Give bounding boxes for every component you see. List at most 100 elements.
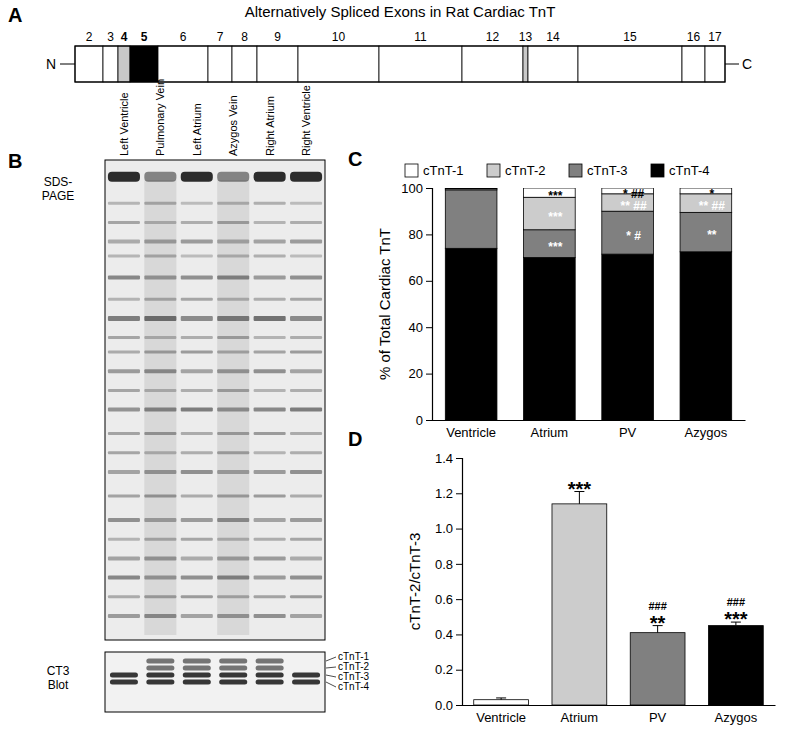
exon-label: 4: [121, 30, 128, 44]
tick-mark: [426, 374, 432, 375]
leader-line: [326, 682, 336, 687]
tick-mark: [456, 493, 462, 494]
exon: [75, 46, 103, 82]
gel-band: [290, 576, 322, 580]
gel-band: [108, 495, 140, 498]
blot-label: CT3: [47, 664, 70, 678]
exon-label: 15: [623, 30, 637, 44]
tick: 1.4: [435, 451, 462, 466]
significance: ***: [548, 240, 562, 254]
gel-band: [108, 595, 140, 598]
gel-band: [217, 298, 249, 301]
tick: 0.6: [435, 592, 462, 607]
lane-label: Left Ventricle: [118, 92, 130, 156]
gel-band: [108, 518, 140, 522]
blot-band: [183, 666, 211, 671]
gel-band: [290, 336, 322, 339]
gel-band: [108, 276, 140, 280]
blot-band: [183, 680, 211, 685]
gel-band: [217, 495, 249, 498]
gel-band: [290, 518, 322, 522]
gel-band: [290, 595, 322, 598]
tick-label: 100: [401, 181, 423, 196]
tick-label: 1.0: [435, 521, 453, 536]
gel-band: [254, 432, 286, 435]
leader-line: [326, 667, 336, 668]
blot-band: [256, 666, 284, 671]
gel-band: [181, 389, 213, 392]
tick: Azygos: [685, 420, 728, 440]
gel-band: [108, 614, 140, 618]
gel-band: [108, 408, 140, 412]
tick-label: 0.0: [435, 698, 453, 713]
gel-band: [254, 240, 286, 244]
tick-mark: [426, 188, 432, 189]
significance: ***: [568, 478, 592, 500]
axis-line: [433, 420, 746, 421]
gel-band: [144, 470, 176, 474]
gel-band: [108, 336, 140, 339]
gel-band: [290, 240, 322, 244]
tick: Azygos: [715, 705, 758, 725]
bar-segment: [524, 258, 576, 420]
gel-band: [144, 495, 176, 498]
gel-band: [181, 276, 213, 280]
error-bar: [466, 188, 476, 189]
tick-label: 0.4: [435, 627, 453, 642]
gel-band: [108, 369, 140, 373]
tick-mark: [426, 234, 432, 235]
tick: 0.0: [435, 698, 462, 713]
gel-band: [254, 576, 286, 580]
exon: [298, 46, 379, 82]
bar-segment: [680, 212, 732, 251]
tick: 80: [409, 227, 432, 242]
gel-band: [144, 576, 176, 580]
gel-band: [108, 202, 140, 205]
gel-band: [217, 351, 249, 354]
c-terminus: C: [742, 56, 752, 72]
legend-swatch: [651, 164, 664, 177]
bar-segment: [602, 254, 654, 420]
gel-band: [290, 495, 322, 498]
significance: *: [710, 187, 715, 201]
exon-label: 13: [519, 30, 533, 44]
gel-band: [144, 172, 176, 182]
bar: [630, 633, 685, 705]
blot-band: [183, 659, 211, 664]
tick: 100: [401, 181, 432, 196]
tick-label: 0.6: [435, 592, 453, 607]
tick: PV: [649, 705, 667, 725]
blot-band: [219, 659, 247, 664]
gel-band: [108, 556, 140, 560]
significance: ** ##: [699, 199, 725, 213]
gel-band: [290, 538, 322, 541]
blot-band: [146, 666, 174, 671]
gel-band: [254, 518, 286, 522]
tick: PV: [619, 420, 637, 440]
annotations: *****###***###: [568, 478, 748, 634]
blot-label: Blot: [48, 678, 69, 692]
gel-band: [254, 255, 286, 258]
gel-band: [108, 389, 140, 392]
exon-label: 8: [241, 30, 248, 44]
gel-band: [290, 298, 322, 301]
gel-label: PAGE: [42, 189, 74, 203]
panel-label: C: [348, 148, 362, 170]
tick: Atrium: [531, 420, 569, 440]
gel-band: [108, 470, 140, 474]
bar-segment: [524, 230, 576, 258]
exon: [257, 46, 298, 82]
tick: 0.2: [435, 662, 462, 677]
significance: ***: [548, 210, 562, 224]
gel-band: [290, 432, 322, 435]
tick-label: 40: [409, 320, 423, 335]
gel-band: [290, 389, 322, 392]
tick: 1.2: [435, 486, 462, 501]
blot-band: [256, 673, 284, 678]
gel-band: [217, 276, 249, 280]
tick-mark: [426, 420, 432, 421]
gel-band: [181, 316, 213, 321]
lane-label: Right Atrium: [264, 96, 276, 156]
gel-band: [254, 276, 286, 280]
tick-label: 1.4: [435, 451, 453, 466]
